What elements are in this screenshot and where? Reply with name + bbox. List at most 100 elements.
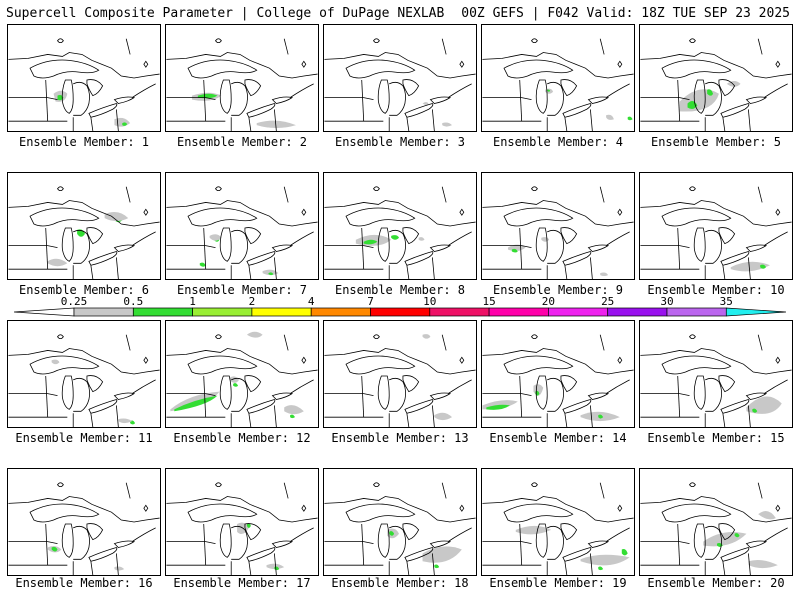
map-svg — [482, 482, 634, 575]
scp-low-area — [600, 272, 609, 277]
scp-moderate-area — [391, 235, 400, 240]
colorbar-segment — [488, 307, 549, 317]
colorbar-tick-label: 0.25 — [61, 296, 88, 308]
map-svg — [482, 38, 634, 131]
scp-moderate-area — [598, 566, 604, 571]
scp-low-area — [422, 334, 431, 339]
member-label: Ensemble Member: 11 — [15, 431, 153, 445]
member-label: Ensemble Member: 20 — [647, 576, 785, 590]
member-label: Ensemble Member: 17 — [173, 576, 311, 590]
member-label: Ensemble Member: 4 — [492, 135, 624, 149]
scp-low-area — [434, 412, 453, 421]
map-svg — [8, 334, 160, 427]
scp-moderate-area — [363, 239, 378, 245]
colorbar-tick-label: 2 — [249, 296, 256, 308]
scp-moderate-area — [598, 414, 604, 419]
member-label: Ensemble Member: 3 — [334, 135, 466, 149]
colorbar-segment — [132, 307, 193, 317]
member-label: Ensemble Member: 7 — [176, 283, 308, 297]
colorbar-segment — [607, 307, 668, 317]
scp-moderate-area — [486, 404, 510, 410]
map-svg — [324, 334, 476, 427]
member-map-5 — [639, 24, 793, 132]
scp-moderate-area — [268, 272, 274, 276]
scp-low-area — [256, 120, 296, 129]
valid-time: 00Z GEFS | F042 Valid: 18Z TUE SEP 23 20… — [461, 6, 790, 21]
member-label: Ensemble Member: 8 — [334, 283, 466, 297]
scp-low-area — [246, 331, 263, 338]
scp-low-area — [284, 405, 304, 415]
colorbar-tick-label: 35 — [720, 296, 733, 308]
colorbar-legend: 0.25 0.5 1 2 4 7 10 15 20 25 30 35 — [14, 296, 786, 317]
member-map-15 — [639, 320, 793, 428]
map-svg — [324, 482, 476, 575]
map-svg — [324, 186, 476, 279]
basemap-outlines — [640, 38, 792, 131]
colorbar-segment — [192, 307, 253, 317]
basemap-outlines — [640, 334, 792, 427]
scp-moderate-area — [707, 89, 714, 96]
member-map-16 — [7, 468, 161, 576]
map-title: Supercell Composite Parameter | College … — [6, 6, 445, 21]
scp-moderate-area — [752, 408, 758, 413]
member-label: Ensemble Member: 6 — [18, 283, 150, 297]
scp-moderate-area — [199, 262, 206, 267]
colorbar-segment — [310, 307, 371, 317]
basemap-outlines — [324, 482, 476, 575]
member-label: Ensemble Member: 5 — [650, 135, 782, 149]
map-svg — [8, 482, 160, 575]
map-svg — [166, 38, 318, 131]
basemap-outlines — [8, 482, 160, 575]
member-map-11 — [7, 320, 161, 428]
member-map-20 — [639, 468, 793, 576]
basemap-outlines — [324, 334, 476, 427]
member-map-13 — [323, 320, 477, 428]
scp-low-area — [679, 89, 719, 112]
map-svg — [640, 186, 792, 279]
basemap-outlines — [482, 334, 634, 427]
scp-moderate-area — [122, 122, 128, 126]
member-label: Ensemble Member: 9 — [492, 283, 624, 297]
member-map-4 — [481, 24, 635, 132]
member-map-7 — [165, 172, 319, 280]
scp-moderate-area — [734, 533, 740, 538]
scp-low-area — [118, 418, 133, 424]
scp-moderate-area — [760, 264, 767, 269]
map-svg — [8, 186, 160, 279]
member-map-3 — [323, 24, 477, 132]
scp-moderate-area — [174, 395, 218, 412]
member-label: Ensemble Member: 15 — [647, 431, 785, 445]
member-label: Ensemble Member: 13 — [331, 431, 469, 445]
basemap-outlines — [324, 38, 476, 131]
member-label: Ensemble Member: 16 — [15, 576, 153, 590]
colorbar-tick-label: 1 — [189, 296, 196, 308]
colorbar-segment — [725, 307, 786, 317]
member-label: Ensemble Member: 1 — [18, 135, 150, 149]
map-svg — [324, 38, 476, 131]
scp-low-area — [262, 269, 279, 276]
member-label: Ensemble Member: 18 — [331, 576, 469, 590]
member-label: Ensemble Member: 12 — [173, 431, 311, 445]
map-svg — [482, 334, 634, 427]
colorbar-tick-label: 30 — [660, 296, 673, 308]
scp-low-area — [730, 261, 770, 272]
scp-low-area — [515, 525, 552, 535]
colorbar-tick-label: 10 — [423, 296, 436, 308]
member-map-1 — [7, 24, 161, 132]
colorbar-segment — [14, 307, 75, 317]
colorbar-tick-label: 25 — [601, 296, 614, 308]
scp-low-area — [104, 212, 129, 222]
colorbar-tick-label: 0.5 — [123, 296, 143, 308]
member-label: Ensemble Member: 10 — [647, 283, 785, 297]
scp-low-area — [726, 80, 741, 87]
basemap-outlines — [324, 186, 476, 279]
map-svg — [166, 482, 318, 575]
scp-low-area — [541, 237, 550, 242]
member-label: Ensemble Member: 19 — [489, 576, 627, 590]
scp-moderate-area — [547, 89, 551, 92]
scp-low-area — [114, 566, 125, 571]
scp-moderate-area — [434, 564, 440, 569]
scp-low-area — [580, 554, 630, 566]
scp-moderate-area — [130, 420, 136, 425]
member-map-14 — [481, 320, 635, 428]
